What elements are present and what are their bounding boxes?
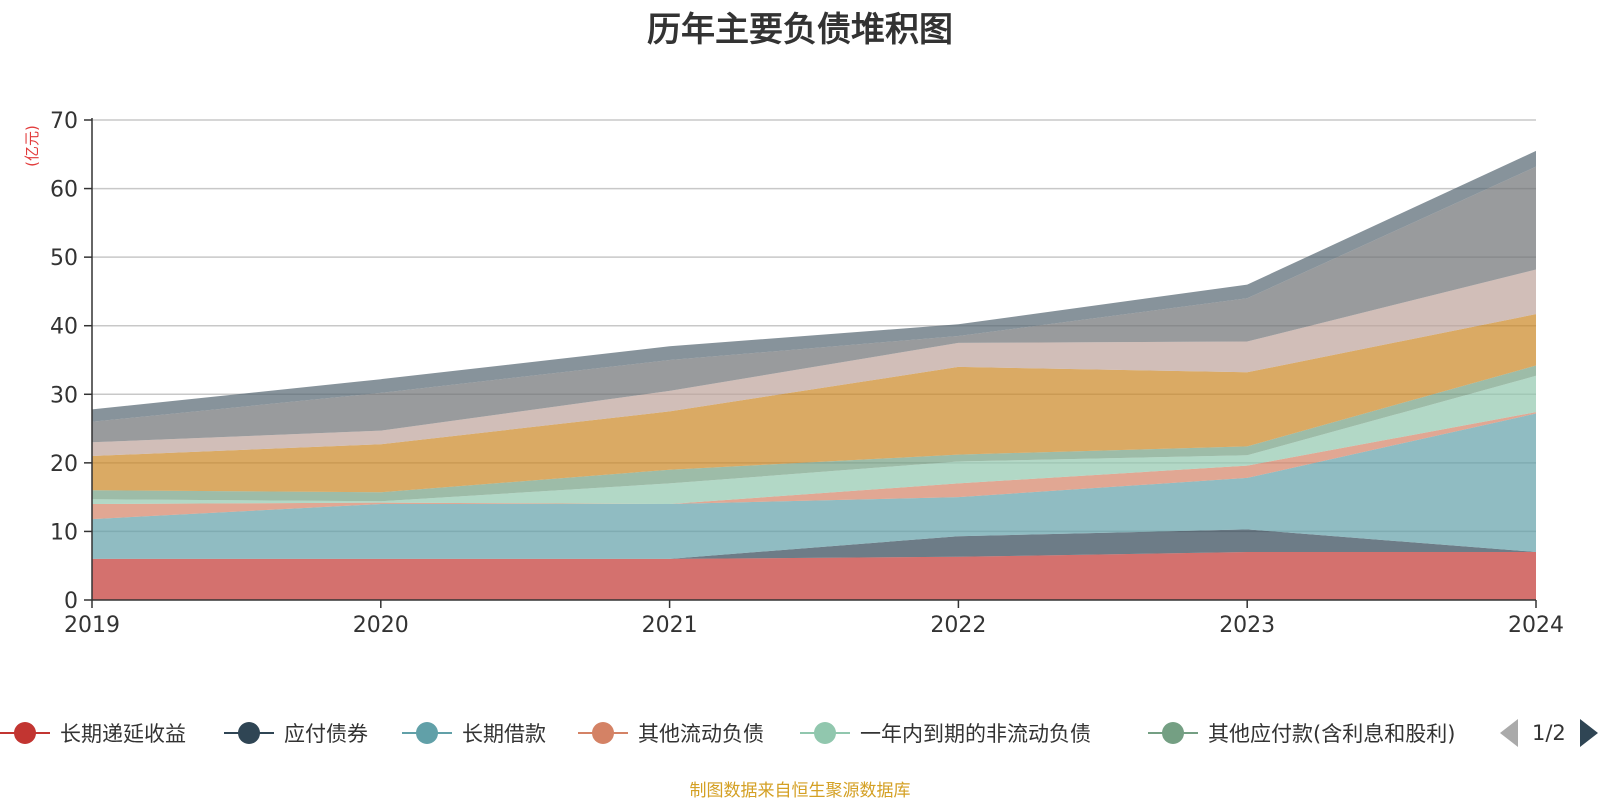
legend-label: 长期借款 xyxy=(462,722,546,746)
x-tick-label: 2020 xyxy=(353,613,409,638)
legend-item[interactable]: 一年内到期的非流动负债 xyxy=(800,713,1091,753)
tick-labels: 0 10 20 30 40 50 60 70 2019 2020 2021 2022 2023 2024 xyxy=(50,109,1564,638)
y-tick-label: 40 xyxy=(50,315,78,340)
area-series-2 xyxy=(92,413,1536,559)
legend-marker-icon xyxy=(402,718,452,748)
legend-next-page-icon[interactable] xyxy=(1579,719,1598,747)
legend-page-indicator: 1/2 xyxy=(1532,721,1566,745)
area-series-3 xyxy=(92,412,1536,520)
legend-item[interactable]: 其他应付款(含利息和股利) xyxy=(1148,713,1486,753)
y-tick-label: 70 xyxy=(50,109,78,134)
legend-marker-icon xyxy=(578,718,628,748)
y-tick-label: 10 xyxy=(50,520,78,545)
y-tick-label: 50 xyxy=(50,246,78,271)
chart-title: 历年主要负债堆积图 xyxy=(647,10,953,50)
area-series-9 xyxy=(92,150,1536,422)
legend-label: 其他流动负债 xyxy=(638,722,764,746)
y-tick-label: 60 xyxy=(50,178,78,203)
legend-label: 应付债券 xyxy=(284,722,368,746)
x-tick-label: 2024 xyxy=(1508,613,1564,638)
legend-label: 一年内到期的非流动负债 xyxy=(860,722,1091,746)
x-tick-label: 2022 xyxy=(930,613,986,638)
legend-pager: 1/2 xyxy=(1500,713,1598,753)
axes xyxy=(84,118,1537,608)
legend-marker-icon xyxy=(224,718,274,748)
x-tick-label: 2021 xyxy=(642,613,698,638)
source-note: 制图数据来自恒生聚源数据库 xyxy=(689,781,911,801)
legend-item[interactable]: 长期递延收益 xyxy=(0,713,186,753)
area-series-6 xyxy=(92,314,1536,493)
x-tick-label: 2023 xyxy=(1219,613,1275,638)
legend-marker-icon xyxy=(800,718,850,748)
legend-item[interactable]: 长期借款 xyxy=(402,713,546,753)
legend-label: 其他应付款(含利息和股利) xyxy=(1208,722,1456,746)
legend-label: 长期递延收益 xyxy=(60,722,186,746)
x-tick-label: 2019 xyxy=(64,613,120,638)
legend: 长期递延收益 应付债券 长期借款 其他流动负债 一年内到期的非流动负债 其他应付款(含利息… xyxy=(0,713,1600,753)
y-tick-label: 0 xyxy=(64,589,78,614)
area-series-layer xyxy=(92,150,1536,600)
area-series-1 xyxy=(92,529,1536,559)
y-tick-label: 30 xyxy=(50,383,78,408)
area-series-0 xyxy=(92,552,1536,600)
y-tick-label: 20 xyxy=(50,452,78,477)
area-series-8 xyxy=(92,166,1536,443)
legend-item[interactable]: 应付债券 xyxy=(224,713,368,753)
legend-marker-icon xyxy=(1148,718,1198,748)
legend-prev-page-icon[interactable] xyxy=(1500,719,1518,747)
area-series-7 xyxy=(92,269,1536,456)
legend-marker-icon xyxy=(0,718,50,748)
area-series-4 xyxy=(92,375,1536,504)
legend-item[interactable]: 其他流动负债 xyxy=(578,713,764,753)
